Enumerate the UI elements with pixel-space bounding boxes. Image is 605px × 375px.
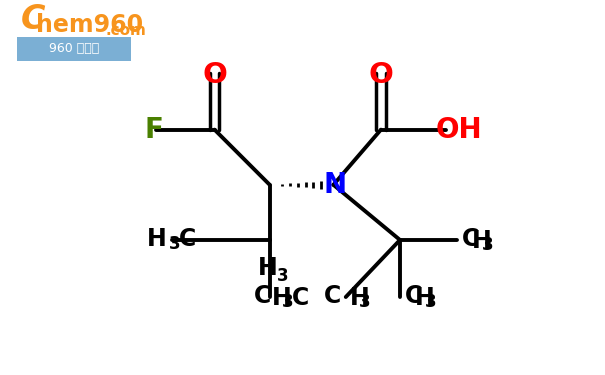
Text: hem960: hem960 xyxy=(36,13,143,38)
Text: C: C xyxy=(405,284,422,308)
Text: H: H xyxy=(473,229,492,253)
Text: OH: OH xyxy=(436,116,482,144)
Text: 3: 3 xyxy=(482,236,494,254)
Text: 3: 3 xyxy=(277,267,289,285)
Text: O: O xyxy=(202,62,227,89)
Text: .com: .com xyxy=(105,23,146,38)
Text: H: H xyxy=(272,286,292,310)
Text: C: C xyxy=(253,284,270,308)
Text: H: H xyxy=(147,227,167,251)
Text: N: N xyxy=(324,171,347,199)
Text: H: H xyxy=(350,286,369,310)
Text: 3: 3 xyxy=(425,293,436,311)
Text: C: C xyxy=(179,227,197,251)
Text: 3: 3 xyxy=(169,235,180,253)
FancyBboxPatch shape xyxy=(17,38,131,61)
Text: O: O xyxy=(368,62,393,89)
Text: H: H xyxy=(415,286,435,310)
Text: H: H xyxy=(258,256,278,280)
Text: C: C xyxy=(324,284,341,308)
Text: 960 化工网: 960 化工网 xyxy=(48,42,99,54)
Text: 3: 3 xyxy=(282,293,293,311)
Text: F: F xyxy=(144,116,163,144)
Text: C: C xyxy=(21,3,45,36)
Text: C: C xyxy=(462,227,479,251)
Text: 3: 3 xyxy=(359,293,371,311)
Text: C: C xyxy=(292,286,309,310)
